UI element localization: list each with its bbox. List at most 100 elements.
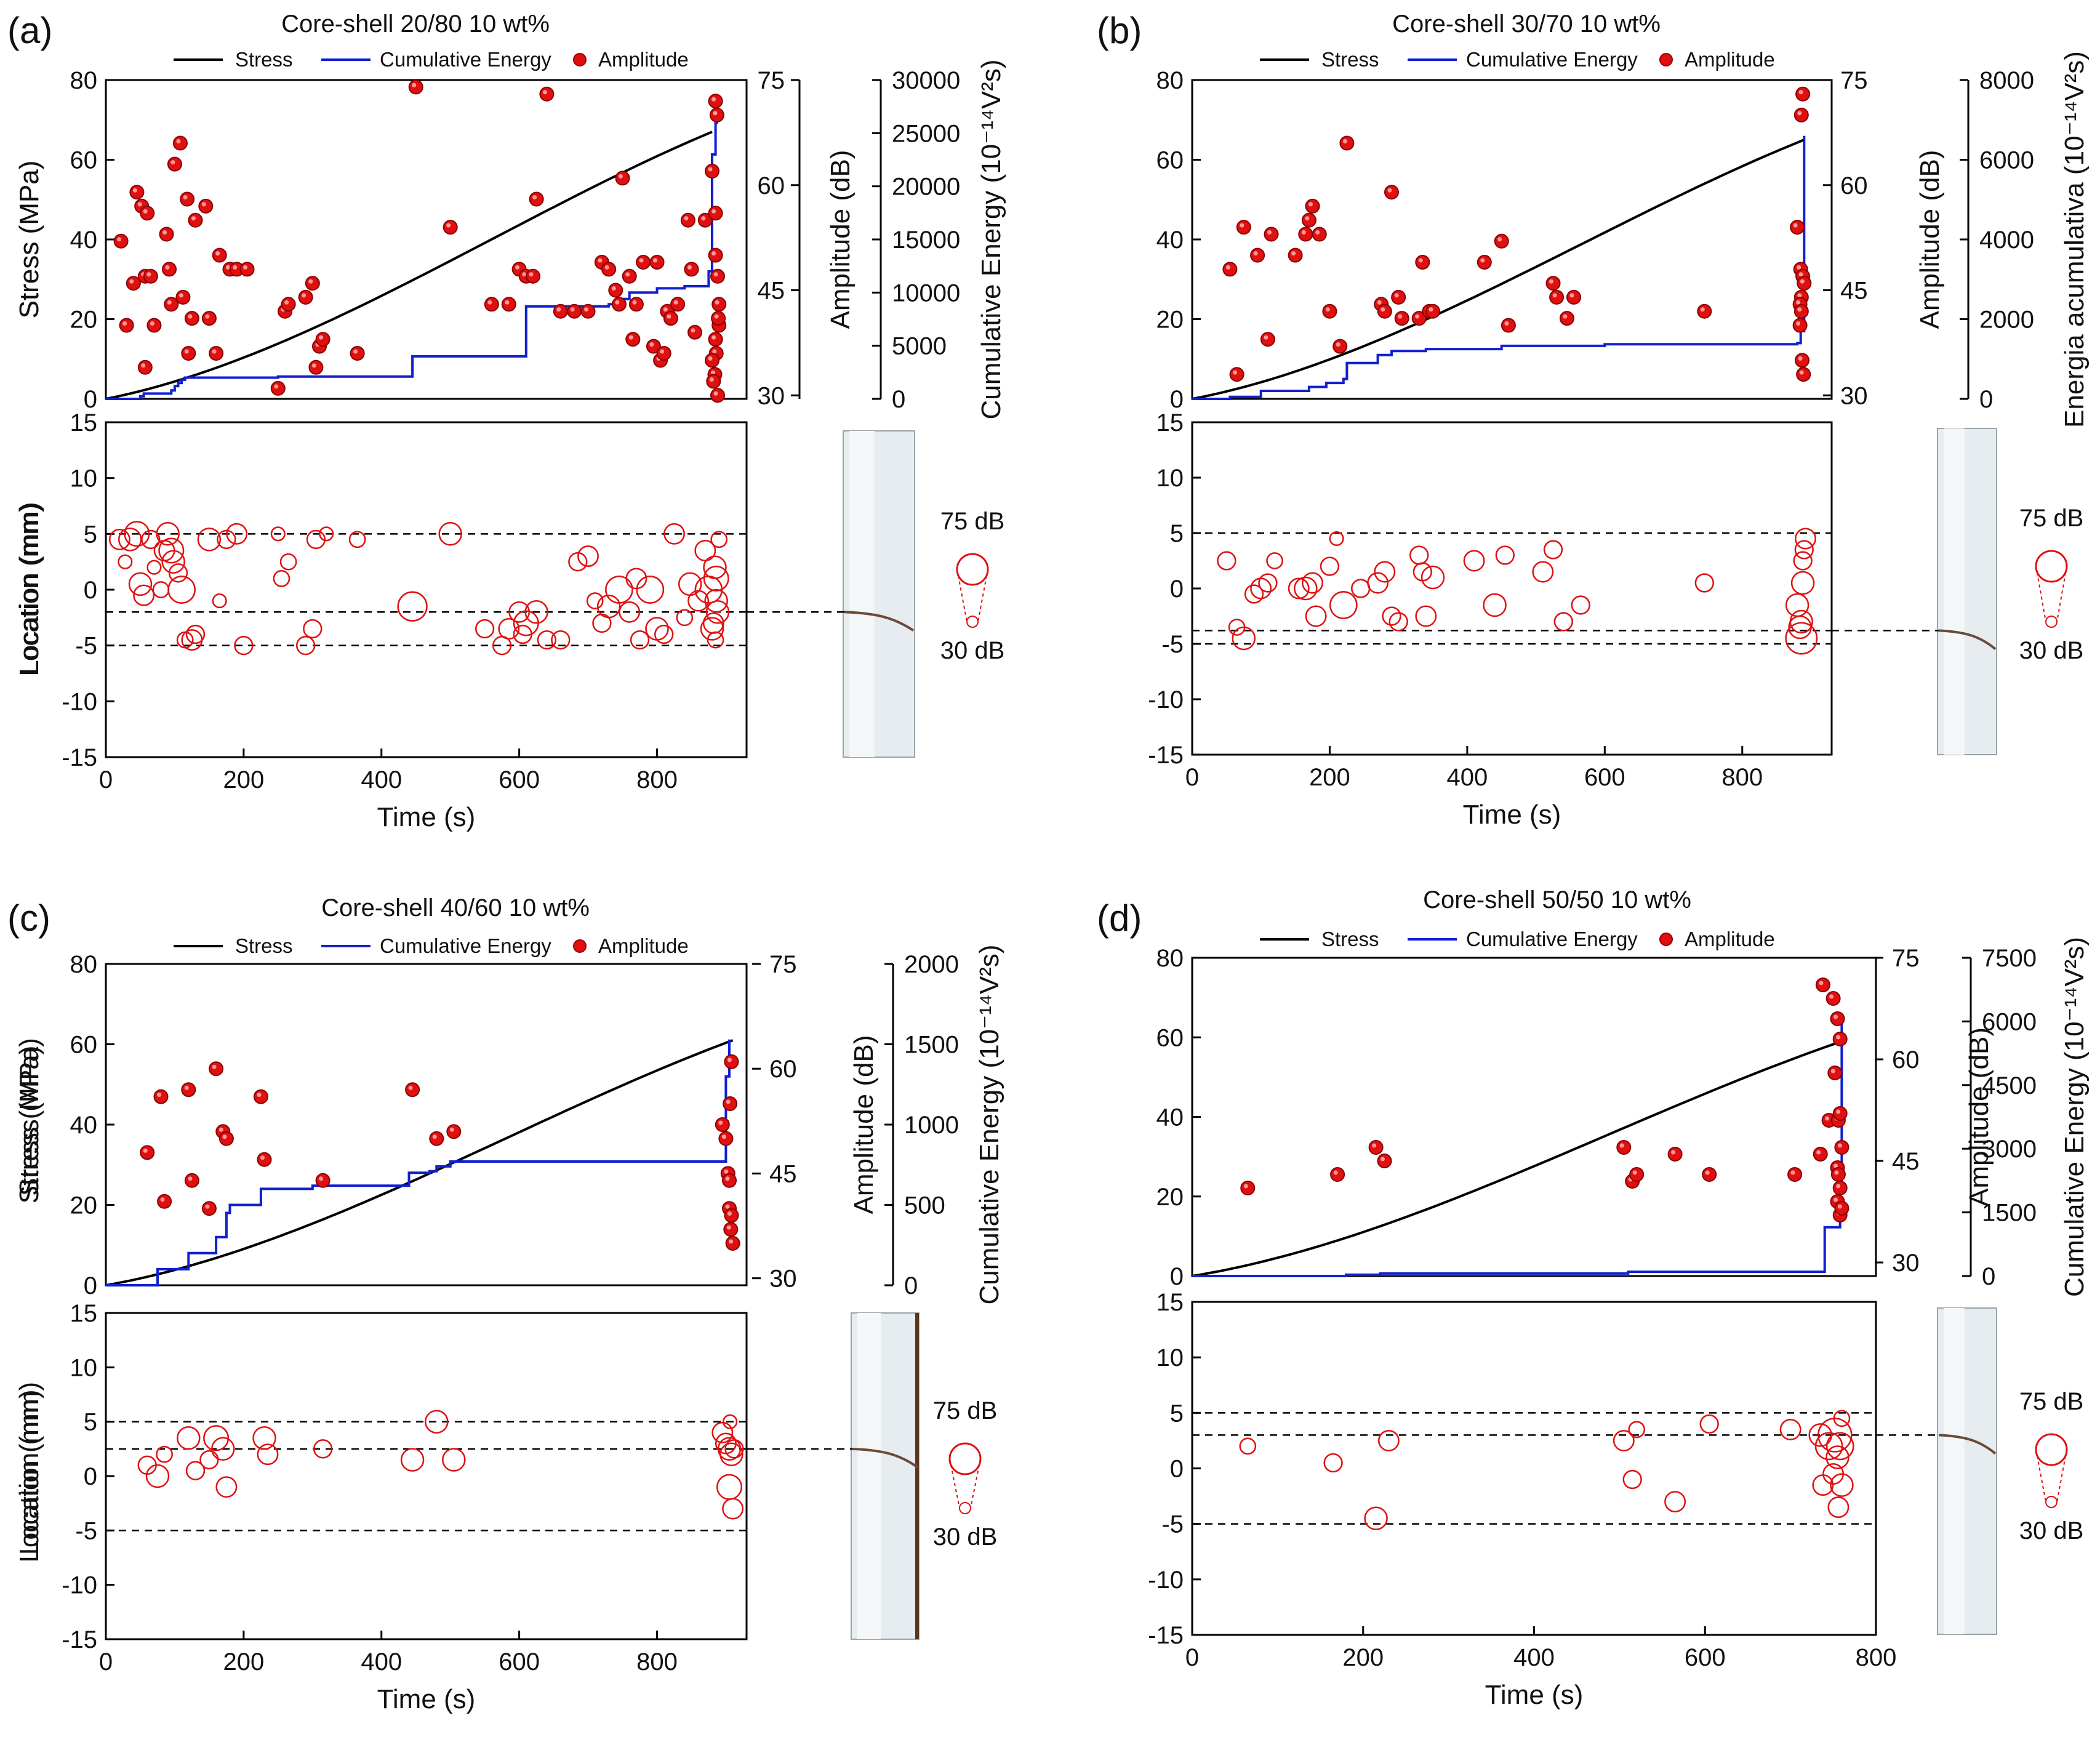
amplitude-point-highlight	[129, 279, 134, 284]
amplitude-point	[408, 79, 423, 95]
location-bubble	[348, 531, 366, 548]
amplitude-point-highlight	[718, 1120, 723, 1125]
amplitude-point-highlight	[1387, 188, 1392, 193]
amplitude-point-highlight	[408, 1085, 413, 1090]
amplitude-point-highlight	[432, 1134, 437, 1139]
location-tick-label: -5	[75, 633, 97, 660]
amplitude-tick-label: 75	[758, 67, 785, 94]
location-bubble	[1377, 1429, 1400, 1451]
legend-stress: Stress	[1321, 48, 1379, 71]
amplitude-point-highlight	[353, 349, 358, 354]
location-bubble	[108, 528, 130, 550]
amplitude-point-highlight	[1836, 1184, 1841, 1189]
legend-amplitude: Amplitude	[1685, 928, 1775, 950]
location-bubble	[1351, 579, 1371, 598]
amplitude-point	[1236, 220, 1251, 235]
amplitude-axis-label: Amplitude (dB)	[825, 150, 856, 329]
amplitude-point-highlight	[570, 307, 575, 312]
amplitude-point	[270, 380, 286, 396]
specimen-photo-sheen	[1944, 1308, 1965, 1634]
size-legend-min: 30 dB	[2019, 637, 2084, 664]
amplitude-point	[580, 303, 596, 319]
time-tick-label: 600	[1685, 1644, 1726, 1671]
location-bubble	[705, 600, 730, 624]
location-bubble	[1825, 1432, 1854, 1461]
location-plot-frame	[1191, 1301, 1877, 1636]
amplitude-point	[159, 227, 174, 242]
amplitude-point-highlight	[1797, 293, 1802, 298]
location-tick-label: -15	[1148, 742, 1184, 769]
energy-tick-label: 2000	[904, 951, 959, 978]
stress-tick-label: 0	[1170, 386, 1184, 413]
amplitude-tick-label: 30	[769, 1266, 797, 1293]
location-bubble	[1699, 1414, 1719, 1434]
amplitude-point-highlight	[727, 1058, 732, 1062]
time-tick-label: 600	[499, 766, 540, 793]
stress-axis-label: Stress (MPa)	[14, 1038, 44, 1196]
amplitude-point	[315, 1173, 331, 1188]
energy-step-line	[106, 111, 718, 400]
energy-tick-label: 30000	[892, 67, 960, 94]
amplitude-point-highlight	[1342, 139, 1347, 143]
amplitude-point	[1312, 227, 1327, 242]
amplitude-point	[1415, 255, 1430, 270]
amplitude-point-highlight	[727, 1211, 732, 1216]
amplitude-point	[1288, 247, 1303, 263]
size-legend-min: 30 dB	[940, 637, 1005, 664]
amplitude-point-highlight	[1837, 1143, 1842, 1148]
location-bubble	[1553, 612, 1573, 632]
location-bubble	[1779, 1418, 1801, 1440]
amplitude-point-highlight	[243, 265, 247, 270]
amplitude-point	[1229, 367, 1244, 382]
amplitude-point-highlight	[1797, 265, 1801, 270]
energy-tick-label: 10000	[892, 279, 960, 307]
amplitude-point	[1330, 1167, 1345, 1182]
amplitude-point-highlight	[1790, 1170, 1795, 1175]
amplitude-point-highlight	[122, 321, 127, 326]
size-legend-min: 30 dB	[933, 1523, 998, 1551]
location-bubble	[128, 572, 153, 596]
amplitude-tick-label: 75	[1840, 67, 1868, 94]
amplitude-point	[1667, 1147, 1683, 1162]
size-legend-guide	[2056, 566, 2067, 622]
location-bubble	[1217, 551, 1236, 571]
amplitude-point-highlight	[532, 195, 537, 199]
location-bubble	[1367, 572, 1389, 594]
location-bubble	[577, 545, 599, 568]
time-tick-label: 800	[1721, 764, 1763, 791]
location-bubble	[524, 600, 548, 624]
amplitude-point-highlight	[687, 265, 692, 270]
amplitude-point-highlight	[725, 1204, 730, 1209]
amplitude-point-highlight	[446, 223, 451, 228]
amplitude-point	[209, 346, 224, 361]
location-bubble	[707, 631, 724, 649]
amplitude-point-highlight	[1793, 223, 1798, 228]
amplitude-point-highlight	[1497, 237, 1502, 242]
amplitude-point-highlight	[178, 293, 183, 298]
location-bubble	[1694, 573, 1714, 593]
stress-tick-label: 20	[70, 1192, 98, 1219]
amplitude-point-highlight	[1569, 293, 1574, 298]
amplitude-point-highlight	[1377, 300, 1382, 305]
amplitude-point-highlight	[1833, 1014, 1838, 1019]
location-bubble	[397, 591, 428, 622]
stress-plot-frame	[1191, 957, 1877, 1277]
amplitude-point	[201, 1201, 217, 1216]
amplitude-point-highlight	[708, 167, 713, 172]
amplitude-point	[1796, 367, 1811, 382]
location-bubble	[226, 523, 248, 545]
location-bubble	[1785, 622, 1818, 655]
amplitude-point-highlight	[713, 391, 718, 396]
energy-tick-label: 1500	[1982, 1200, 2037, 1227]
amplitude-point-highlight	[726, 1099, 731, 1104]
location-bubble	[1323, 1453, 1343, 1473]
size-legend-min: 30 dB	[2019, 1517, 2084, 1544]
amplitude-point	[126, 276, 141, 291]
location-tick-label: 10	[1156, 465, 1184, 492]
amplitude-point-highlight	[1372, 1143, 1377, 1148]
stress-curve	[1192, 1040, 1843, 1277]
stress-tick-label: 40	[1156, 1104, 1184, 1131]
panel-label: (a)	[7, 10, 52, 51]
location-bubble	[1266, 552, 1283, 569]
amplitude-point-highlight	[1797, 307, 1802, 312]
